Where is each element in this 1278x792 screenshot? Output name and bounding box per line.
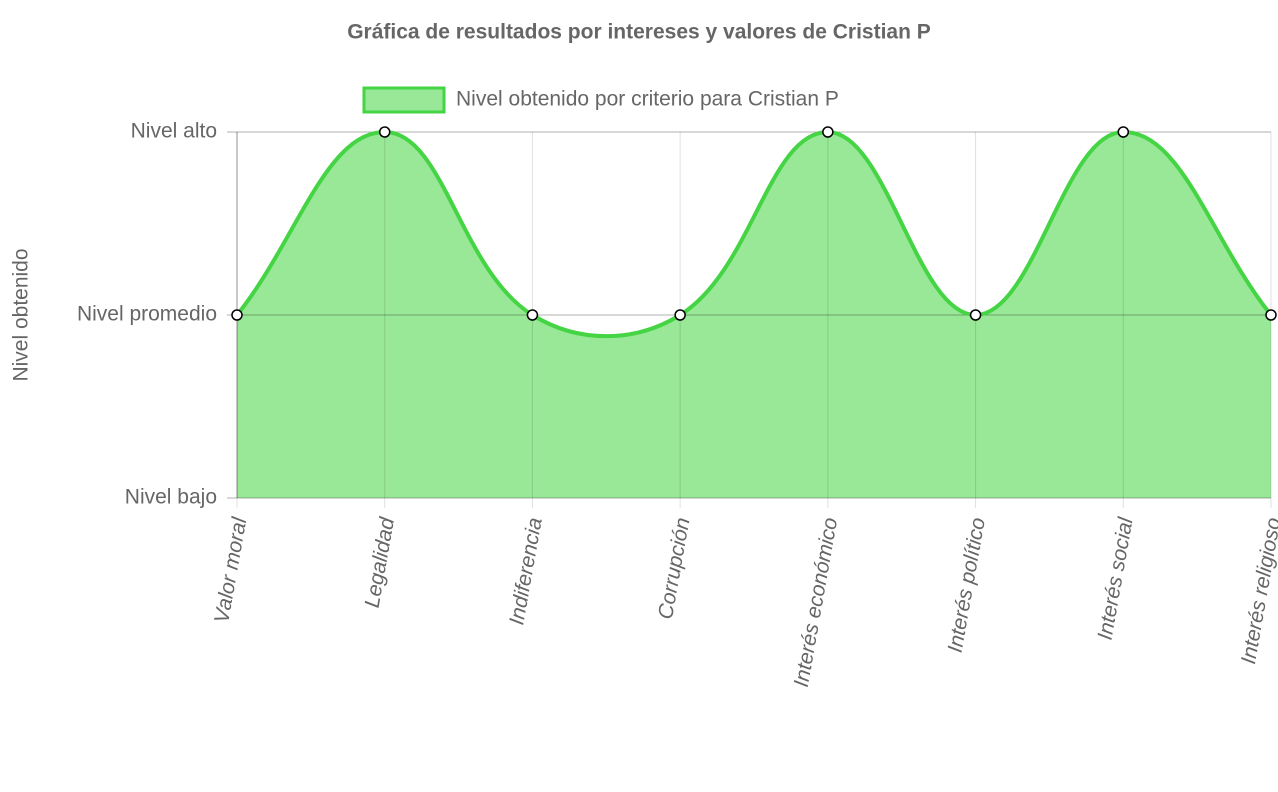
y-axis-title: Nivel obtenido	[10, 248, 33, 381]
x-tick-label: Interés político	[944, 516, 990, 655]
x-tick-label: Interés religioso	[1237, 516, 1278, 666]
x-tick-label: Interés económico	[790, 516, 843, 689]
chart-title: Gráfica de resultados por intereses y va…	[347, 21, 931, 44]
x-tick-label: Valor moral	[210, 515, 251, 625]
y-tick-label: Nivel alto	[131, 120, 217, 143]
point	[1265, 309, 1277, 321]
y-tick-label: Nivel promedio	[77, 303, 217, 326]
x-tick-label: Indiferencia	[505, 516, 547, 627]
point	[969, 309, 982, 321]
y-tick-label: Nivel bajo	[125, 486, 217, 509]
point	[526, 309, 539, 321]
x-tick-label: Corrupción	[654, 516, 694, 621]
x-tick-label: Legalidad	[361, 515, 400, 610]
area	[237, 132, 1271, 498]
point	[1117, 126, 1130, 138]
point	[378, 126, 391, 138]
legend-label: Nivel obtenido por criterio para Cristia…	[456, 88, 839, 111]
point	[822, 126, 834, 138]
point	[674, 309, 686, 321]
point	[231, 309, 243, 321]
x-tick-label: Interés social	[1094, 515, 1138, 642]
legend-swatch	[362, 86, 446, 114]
line	[235, 129, 1273, 339]
